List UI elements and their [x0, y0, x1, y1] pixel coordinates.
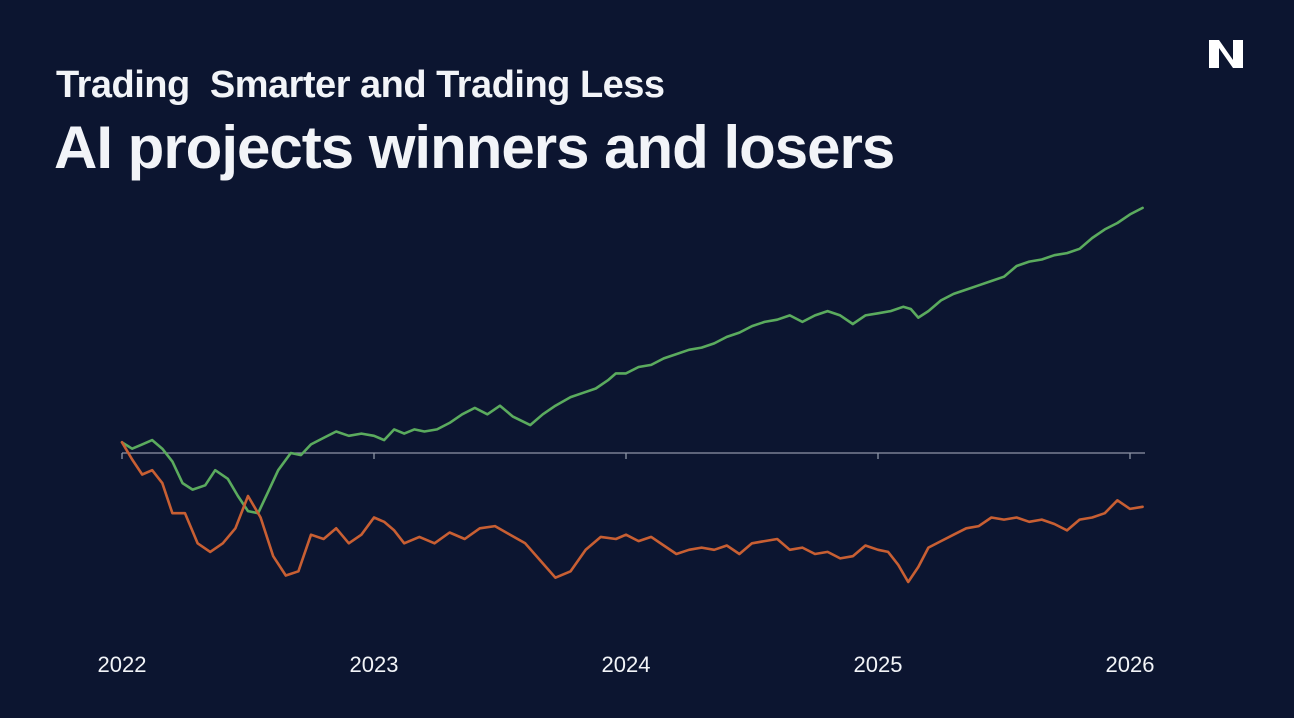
n-logo-icon — [1209, 40, 1243, 68]
x-tick-label-2026: 2026 — [1106, 652, 1155, 677]
x-tick-label-2022: 2022 — [98, 652, 147, 677]
chart-title: AI projects winners and losers — [54, 114, 895, 181]
x-tick-label-2023: 2023 — [350, 652, 399, 677]
series-line-winners — [120, 206, 1144, 515]
x-tick-label-2024: 2024 — [602, 652, 651, 677]
chart-subtitle: Trading Smarter and Trading Less — [56, 64, 665, 106]
series-line-losers — [120, 441, 1144, 584]
n-logo-shape — [1209, 40, 1243, 68]
x-tick-label-2025: 2025 — [854, 652, 903, 677]
